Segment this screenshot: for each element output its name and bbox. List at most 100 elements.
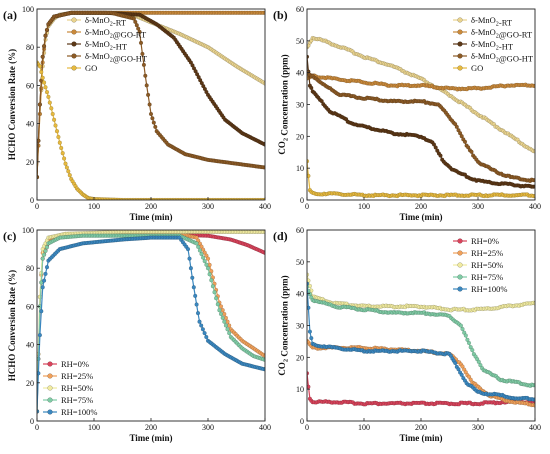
data-point (210, 284, 215, 289)
legend-label-part: @GO-RT (113, 30, 147, 40)
data-point (262, 230, 265, 234)
data-point (459, 134, 464, 139)
panel-3: 0 100 200 300 400 0 20 40 60 80 100 Time (min) HCHO … (3, 226, 271, 443)
series-4 (307, 70, 535, 184)
series-1 (37, 10, 265, 180)
data-point (44, 245, 50, 250)
data-point (309, 336, 314, 341)
y-axis-label: CO2 Concentration (ppm) (277, 275, 290, 375)
data-point (202, 259, 207, 264)
legend-label-part: δ-MnO (85, 39, 110, 49)
legend-marker (457, 17, 463, 23)
legend-label-sub: 2 (110, 34, 113, 40)
legend-label-part: δ-MnO (471, 39, 496, 49)
series-line (37, 12, 265, 178)
y-tick-label: 0 (300, 417, 304, 426)
data-point (64, 165, 69, 170)
y-axis-label-part: Concentration (ppm) (280, 275, 290, 359)
y-tick-label: 60 (296, 226, 304, 235)
data-point (197, 319, 202, 324)
data-point (146, 92, 151, 97)
data-point (67, 173, 72, 178)
data-point (60, 151, 65, 156)
x-tick-label: 200 (415, 423, 427, 432)
data-point (205, 256, 211, 261)
y-tick-label: 40 (296, 290, 304, 299)
x-tick-label: 200 (415, 202, 427, 211)
data-point (204, 334, 209, 340)
data-point (150, 116, 155, 121)
series-line (37, 12, 265, 178)
y-tick-label: 40 (26, 120, 34, 129)
series-4 (37, 10, 265, 180)
data-point (453, 360, 458, 366)
y-tick-label: 10 (296, 385, 304, 394)
y-tick-label: 60 (26, 302, 34, 311)
data-point (134, 23, 139, 28)
data-point (462, 139, 468, 144)
x-tick-label: 400 (259, 202, 271, 211)
data-point (40, 285, 45, 290)
legend-label: RH=0% (471, 236, 499, 246)
legend-label-part: δ-MnO (471, 15, 496, 25)
legend-marker (71, 53, 77, 59)
legend-label-part: RH=100% (61, 407, 97, 417)
x-tick-label: 100 (358, 423, 370, 432)
y-tick-label: 40 (26, 341, 34, 350)
legend-label-sub: 2 (496, 34, 499, 40)
data-point (40, 54, 45, 59)
legend-label-part: @GO-HT (499, 54, 534, 64)
data-point (262, 81, 265, 86)
legend-marker (71, 17, 77, 23)
x-tick-label: 200 (145, 202, 157, 211)
data-point (262, 354, 265, 359)
x-tick-label: 300 (472, 423, 484, 432)
data-point (153, 124, 158, 129)
legend-label-part: RH=75% (471, 272, 503, 282)
data-point (469, 149, 474, 154)
y-tick-label: 10 (296, 164, 304, 173)
y-tick-label: 20 (296, 132, 304, 141)
legend-label: δ-MnO2-HT (85, 39, 128, 52)
panel-2: 0 100 200 300 400 0 10 20 30 40 50 60 Time (min) CO2 … (273, 5, 541, 222)
data-point (199, 323, 204, 328)
legend-label: δ-MnO2-HT (471, 39, 514, 52)
legend-label: RH=75% (61, 395, 93, 405)
legend-label: RH=100% (61, 407, 97, 417)
data-point (131, 16, 136, 21)
data-point (459, 372, 464, 377)
legend-label-part: RH=50% (471, 260, 503, 270)
data-point (201, 255, 206, 260)
legend-label: δ-MnO2@GO-HT (471, 51, 534, 64)
data-point (185, 247, 191, 252)
y-tick-label: 0 (30, 417, 34, 426)
legend-marker (47, 361, 53, 367)
legend-label-part: δ-MnO (85, 15, 110, 25)
y-axis-label: HCHO Conversion Rate (%) (7, 49, 17, 160)
x-tick-label: 0 (35, 423, 39, 432)
y-tick-label: 100 (22, 5, 34, 14)
legend-marker (457, 53, 463, 59)
legend-marker (457, 41, 463, 47)
series-group (37, 230, 265, 414)
data-point (433, 145, 438, 150)
data-point (190, 275, 195, 280)
data-point (144, 83, 149, 88)
data-point (137, 29, 142, 34)
legend-label: GO (85, 63, 97, 73)
data-point (47, 100, 52, 105)
data-point (148, 111, 154, 117)
legend-label-sub: 2 (110, 22, 113, 28)
x-tick-label: 300 (202, 202, 214, 211)
data-point (195, 311, 201, 316)
data-point (262, 142, 265, 147)
data-point (309, 85, 314, 90)
data-point (151, 120, 156, 125)
y-tick-label: 20 (296, 353, 304, 362)
data-point (54, 129, 60, 134)
series-line (307, 161, 535, 196)
x-tick-label: 400 (259, 423, 271, 432)
legend-label-part: RH=50% (61, 383, 93, 393)
y-tick-label: 30 (296, 322, 304, 331)
series-2 (37, 10, 265, 180)
